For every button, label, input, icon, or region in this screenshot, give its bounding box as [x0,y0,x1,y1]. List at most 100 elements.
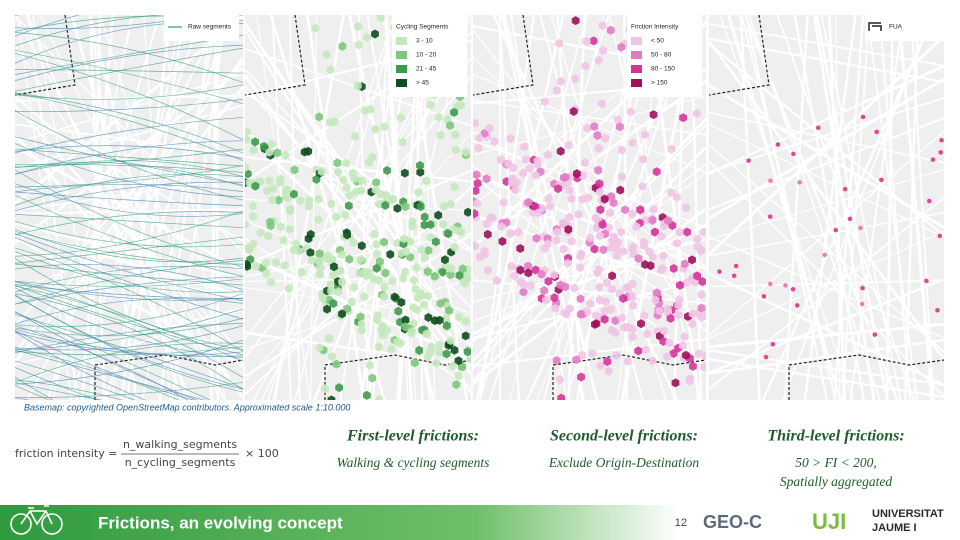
hexagon [305,195,313,205]
hexagon [682,203,691,213]
raw-segment [15,285,243,356]
hexagon [564,140,573,150]
street [709,322,944,349]
hexagon [674,300,683,310]
raw-segment [15,228,243,263]
hexagon [344,201,353,211]
hexagon [416,167,425,177]
street [256,15,311,400]
hexagon [559,218,568,228]
raw-segment [15,285,243,362]
hexagon [315,256,324,266]
hexagon [415,345,424,355]
hexagon [267,277,275,287]
hexagon [596,361,605,371]
hexagon [482,174,491,184]
hexagon [296,196,305,206]
raw-segment [15,15,21,16]
logo-univ-2: JAUME I [872,522,917,534]
hexagon [552,235,561,245]
hexagon [617,42,626,52]
hexagon [532,233,541,243]
hexagon [559,244,568,254]
hexagon [436,130,445,140]
raw-segment [15,325,243,351]
hexagon [927,198,932,204]
raw-segment [15,211,243,236]
hexagon [432,358,441,368]
street [15,104,243,170]
hexagon [628,292,637,302]
legend-label: 21 - 45 [416,66,437,73]
level-title: Second-level frictions: [550,428,698,445]
hexagon [325,333,334,343]
hexagon [555,375,564,385]
street [897,15,934,400]
street [473,99,706,136]
hexagon [552,85,561,95]
hexagon [297,267,306,277]
hexagon [248,201,257,211]
hexagon [354,22,363,32]
hexagon [393,203,402,213]
street [709,77,944,220]
legend-label: 80 - 150 [651,66,675,73]
hexagon [551,303,560,313]
legend-swatch [631,37,642,45]
hexagon [583,123,592,133]
hexagon [338,309,346,319]
hexagon [608,271,617,281]
hexagon [557,76,565,86]
hexagon [281,150,290,160]
boundary [473,15,706,400]
hexagon [245,243,253,253]
hexagon [262,258,270,268]
street [709,235,944,339]
hexagon [389,194,397,204]
hexagon [537,269,546,279]
hexagon [256,228,265,238]
hexagon [329,298,338,308]
raw-segment [15,284,243,300]
hexagon [263,186,271,196]
legend: FUA [865,15,944,41]
street [473,279,706,305]
street [709,23,944,67]
street [709,278,944,374]
street [39,15,226,400]
hexagon [685,376,694,386]
hexagon [473,170,481,180]
hexagon [556,146,565,156]
hexagon [400,234,408,244]
hexagon [485,123,494,133]
raw-segment [15,308,243,351]
hexagon [553,227,562,237]
hexagon [422,329,431,339]
hexagon [843,186,848,192]
raw-segment [15,347,180,400]
hexagon [423,267,432,277]
hexagon [397,297,406,307]
hexagon [653,288,661,298]
hexagon [640,241,648,251]
hexagon [511,185,520,195]
hexagon [464,273,471,283]
hexagon [595,282,604,292]
raw-segment [15,367,99,400]
hexagon [363,390,371,400]
hexagon [442,349,451,359]
hexagon [652,167,661,177]
hexagon [332,359,341,369]
hexagon [268,195,277,205]
hexagon [606,243,615,253]
hexagon [436,299,445,309]
hexagon [318,294,327,304]
raw-segment [15,247,243,352]
hexagon [372,315,381,325]
hexagon [606,25,615,35]
hexagon [860,301,865,307]
hexagon [323,254,331,264]
hexagon [574,210,583,220]
street [475,15,565,400]
street [269,15,386,400]
